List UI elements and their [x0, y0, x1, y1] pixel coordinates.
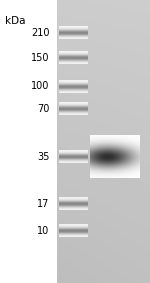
- Text: 35: 35: [37, 152, 50, 162]
- Text: kDa: kDa: [4, 16, 25, 25]
- Text: 100: 100: [31, 81, 50, 91]
- Bar: [0, 0, 57, 283]
- Text: 17: 17: [37, 199, 50, 209]
- Text: 210: 210: [31, 27, 50, 38]
- Text: 10: 10: [37, 226, 50, 236]
- Text: 150: 150: [31, 53, 50, 63]
- Text: 70: 70: [37, 104, 50, 114]
